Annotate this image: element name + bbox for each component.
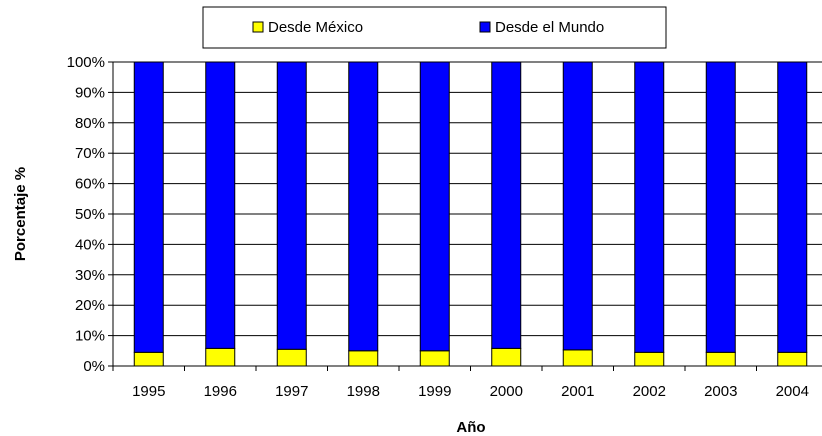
bar-desde-mexico-2003 [705,351,736,367]
legend-label-mexico: Desde México [268,19,363,36]
y-tick-label: 0% [83,358,105,375]
y-tick-label: 90% [75,84,105,101]
x-tick-label: 2004 [776,383,809,400]
bar-desde-el-mundo-1995 [133,61,164,353]
bar-desde-mexico-2001 [562,349,593,367]
x-tick-label: 1998 [347,383,380,400]
x-tick-label: 2002 [633,383,666,400]
bar-desde-mexico-2004 [777,351,808,367]
bar-desde-el-mundo-1997 [276,61,307,350]
bar-desde-el-mundo-2000 [491,61,522,349]
y-tick-label: 100% [67,54,105,71]
bar-desde-el-mundo-2004 [777,61,808,353]
x-axis-title: Año [456,419,485,436]
bar-desde-mexico-2000 [491,347,522,367]
legend: Desde México Desde el Mundo [202,6,667,49]
legend-label-mundo: Desde el Mundo [495,19,604,36]
y-tick-label: 20% [75,297,105,314]
x-axis [112,365,822,371]
bar-desde-mexico-1998 [348,350,379,367]
bar-desde-el-mundo-1999 [419,61,450,352]
y-tick-label: 80% [75,115,105,132]
y-tick-label: 30% [75,267,105,284]
x-tick-label: 2001 [561,383,594,400]
bar-desde-el-mundo-2002 [634,61,665,353]
bar-desde-mexico-2002 [634,351,665,367]
x-tick-label: 2003 [704,383,737,400]
bar-desde-el-mundo-2001 [562,61,593,351]
legend-box [202,6,667,49]
bars [133,61,808,367]
y-axis-ticks: 0% 10% 20% 30% 40% 50% 60% 70% 80% 90% 100% [67,54,114,375]
y-tick-label: 60% [75,176,105,193]
bar-desde-mexico-1999 [419,350,450,367]
legend-swatch-mundo [479,21,491,33]
x-tick-label: 1999 [418,383,451,400]
y-tick-label: 10% [75,328,105,345]
x-tick-label: 1997 [275,383,308,400]
x-tick-label: 1995 [132,383,165,400]
bar-desde-el-mundo-2003 [705,61,736,353]
x-tick-label: 2000 [490,383,523,400]
bar-desde-mexico-1997 [276,348,307,367]
bar-desde-el-mundo-1998 [348,61,379,352]
legend-swatch-mexico [252,21,264,33]
bar-desde-el-mundo-1996 [205,61,236,349]
y-tick-label: 50% [75,206,105,223]
y-tick-label: 40% [75,236,105,253]
y-tick-label: 70% [75,145,105,162]
y-axis-title: Porcentaje % [12,167,29,261]
x-tick-label: 1996 [204,383,237,400]
x-axis-ticks: 1995 1996 1997 1998 1999 2000 2001 2002 2003 2004 [132,383,809,400]
bar-desde-mexico-1995 [133,351,164,367]
bar-desde-mexico-1996 [205,347,236,367]
